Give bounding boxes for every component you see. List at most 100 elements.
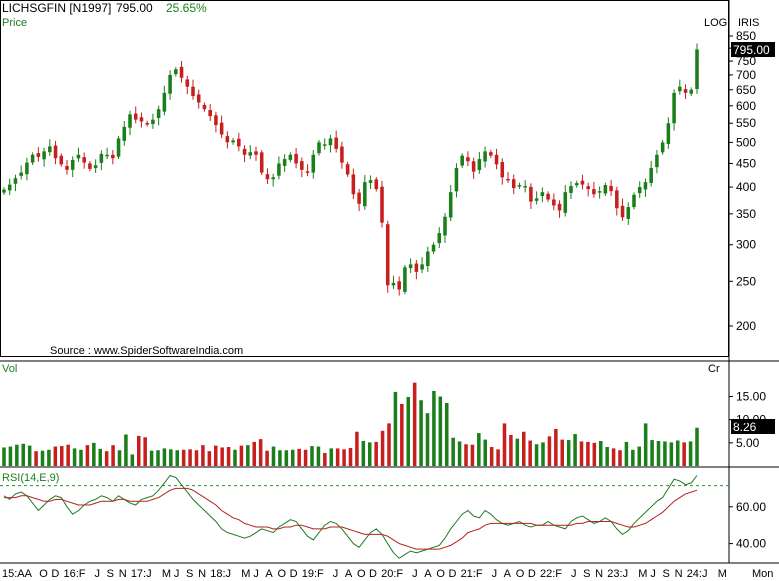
candle-body bbox=[99, 153, 104, 163]
volume-bar bbox=[592, 442, 597, 466]
volume-bar bbox=[27, 445, 32, 466]
x-axis-label: D bbox=[51, 568, 59, 580]
volume-bar bbox=[59, 446, 64, 466]
volume-bar bbox=[303, 449, 308, 466]
candle-body bbox=[637, 187, 642, 194]
candle-body bbox=[460, 155, 464, 166]
candle-body bbox=[557, 203, 562, 211]
volume-bar bbox=[143, 437, 147, 466]
candle-body bbox=[385, 224, 390, 286]
candle-body bbox=[294, 153, 298, 164]
candle-body bbox=[615, 190, 619, 209]
x-axis-label: 20:F bbox=[381, 568, 403, 580]
candle-body bbox=[225, 136, 230, 143]
volume-bar bbox=[618, 450, 622, 466]
candle-body bbox=[552, 199, 556, 206]
volume-bar bbox=[323, 453, 327, 466]
volume-bar bbox=[489, 447, 494, 466]
x-axis-label: 15:AA bbox=[2, 568, 33, 580]
x-axis-label: M bbox=[241, 568, 250, 580]
volume-bar bbox=[181, 449, 186, 466]
volume-bar bbox=[406, 396, 411, 466]
volume-bar bbox=[175, 450, 180, 466]
price-axis-tick-label: 250 bbox=[736, 274, 756, 288]
rsi-line bbox=[3, 474, 698, 559]
volume-bar bbox=[162, 448, 167, 466]
candle-body bbox=[259, 152, 264, 173]
volume-bar bbox=[271, 446, 276, 466]
candle-body bbox=[454, 167, 459, 192]
volume-bar bbox=[502, 423, 507, 466]
last-volume-tag-bg bbox=[731, 419, 775, 434]
volume-bar bbox=[637, 446, 642, 466]
x-axis-label: S bbox=[186, 568, 193, 580]
x-axis-label: O bbox=[357, 568, 366, 580]
x-axis-label: D bbox=[290, 568, 298, 580]
volume-bar bbox=[496, 449, 500, 466]
volume-bar bbox=[419, 400, 423, 466]
candle-body bbox=[683, 89, 688, 93]
volume-bar bbox=[483, 439, 488, 466]
candle-body bbox=[632, 194, 636, 208]
x-axis-label: D bbox=[448, 568, 456, 580]
candle-body bbox=[626, 207, 631, 219]
candle-body bbox=[494, 154, 499, 165]
volume-bar bbox=[509, 434, 513, 466]
x-axis-label: N bbox=[119, 568, 127, 580]
volume-bar bbox=[226, 447, 231, 466]
price-series-label: Price bbox=[2, 17, 27, 29]
volume-bar bbox=[675, 440, 680, 466]
volume-bar bbox=[188, 449, 192, 466]
volume-bar bbox=[252, 441, 257, 466]
price-axis-tick-label: 650 bbox=[736, 83, 756, 97]
price-axis-tick-label: 600 bbox=[736, 99, 756, 113]
volume-bar bbox=[374, 441, 378, 466]
volume-bar bbox=[412, 382, 417, 466]
volume-bar bbox=[40, 450, 45, 466]
candle-body bbox=[380, 186, 384, 223]
volume-bar bbox=[566, 440, 571, 466]
volume-bar bbox=[361, 440, 366, 466]
candle-body bbox=[191, 86, 195, 97]
candle-body bbox=[500, 161, 505, 178]
candle-body bbox=[231, 140, 235, 143]
candle-body bbox=[506, 178, 510, 181]
candle-body bbox=[277, 163, 281, 176]
candle-body bbox=[30, 154, 35, 163]
candle-body bbox=[483, 151, 487, 162]
x-axis-label: N bbox=[675, 568, 683, 580]
candle-body bbox=[305, 171, 310, 173]
symbol-label: LICHSGFIN [N1997] bbox=[2, 1, 111, 15]
volume-bar bbox=[201, 445, 205, 466]
candle-body bbox=[139, 117, 144, 122]
candle-body bbox=[391, 282, 396, 286]
candle-body bbox=[517, 185, 522, 187]
rsi-axis: 40.00 60.00 bbox=[0, 485, 766, 551]
candle-body bbox=[105, 154, 109, 157]
candle-body bbox=[672, 92, 676, 124]
volume-bar bbox=[278, 450, 282, 466]
candle-body bbox=[219, 122, 224, 135]
candle-body bbox=[116, 138, 121, 157]
iris-label[interactable]: IRIS bbox=[738, 17, 759, 29]
volume-bar bbox=[682, 442, 686, 466]
x-axis-label: M bbox=[638, 568, 647, 580]
candle-body bbox=[580, 180, 585, 185]
candle-body bbox=[208, 109, 212, 117]
candle-body bbox=[603, 185, 608, 194]
volume-bar bbox=[136, 435, 141, 466]
candle-body bbox=[145, 123, 149, 125]
candle-body bbox=[53, 145, 58, 159]
volume-bar bbox=[98, 448, 103, 466]
log-scale-label[interactable]: LOG bbox=[704, 17, 727, 29]
volume-bar bbox=[233, 449, 237, 466]
candle-body bbox=[242, 148, 247, 155]
candle-body bbox=[540, 192, 545, 197]
volume-bar bbox=[207, 451, 212, 466]
x-axis-label: S bbox=[107, 568, 114, 580]
candle-body bbox=[133, 113, 138, 120]
candle-body bbox=[426, 251, 430, 266]
x-axis-label: J bbox=[95, 568, 101, 580]
candle-body bbox=[471, 161, 476, 172]
